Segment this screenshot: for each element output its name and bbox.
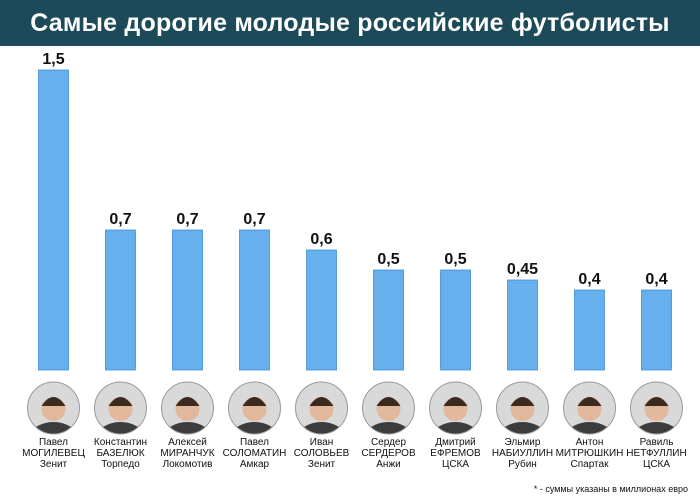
player-last-name-10: НЕТФУЛЛИН bbox=[626, 448, 686, 459]
value-label-6: 0,5 bbox=[377, 251, 399, 268]
value-label-5: 0,6 bbox=[310, 231, 332, 248]
value-label-4: 0,7 bbox=[243, 211, 265, 228]
player-club-2: Торпедо bbox=[101, 459, 140, 470]
value-label-9: 0,4 bbox=[578, 271, 600, 288]
bar-5 bbox=[306, 249, 337, 371]
player-club-4: Амкар bbox=[240, 459, 270, 470]
bar-7 bbox=[440, 269, 471, 371]
value-label-3: 0,7 bbox=[176, 211, 198, 228]
player-first-name-2: Константин bbox=[94, 437, 147, 448]
title-bar: Самые дорогие молодые российские футболи… bbox=[0, 0, 700, 46]
player-avatar-8 bbox=[496, 381, 549, 435]
player-last-name-8: НАБИУЛЛИН bbox=[492, 448, 553, 459]
player-last-name-2: БАЗЕЛЮК bbox=[96, 448, 144, 459]
player-last-name-5: СОЛОВЬЕВ bbox=[294, 448, 350, 459]
bar-6 bbox=[373, 269, 404, 371]
bar-2 bbox=[105, 229, 136, 371]
bar-1 bbox=[38, 69, 69, 371]
player-club-1: Зенит bbox=[40, 459, 68, 470]
player-last-name-9: МИТРЮШКИН bbox=[556, 448, 624, 459]
bar-9 bbox=[574, 289, 605, 371]
player-club-6: Анжи bbox=[376, 459, 400, 470]
player-first-name-8: Эльмир bbox=[505, 437, 541, 448]
player-last-name-7: ЕФРЕМОВ bbox=[430, 448, 481, 459]
player-club-7: ЦСКА bbox=[442, 459, 469, 470]
player-avatar-7 bbox=[429, 381, 482, 435]
chart-title: Самые дорогие молодые российские футболи… bbox=[30, 8, 670, 37]
player-avatar-5 bbox=[295, 381, 348, 435]
player-last-name-3: МИРАНЧУК bbox=[160, 448, 214, 459]
player-club-8: Рубин bbox=[508, 458, 537, 470]
bar-3 bbox=[172, 229, 203, 371]
player-avatar-1 bbox=[27, 381, 80, 435]
value-label-10: 0,4 bbox=[645, 271, 667, 288]
player-last-name-1: МОГИЛЕВЕЦ bbox=[22, 448, 85, 459]
value-label-1: 1,5 bbox=[42, 51, 64, 68]
player-first-name-1: Павел bbox=[39, 437, 68, 448]
player-first-name-5: Иван bbox=[310, 437, 333, 448]
player-avatar-9 bbox=[563, 381, 616, 435]
player-avatar-3 bbox=[161, 381, 214, 435]
player-first-name-7: Дмитрий bbox=[435, 437, 476, 448]
player-avatar-4 bbox=[228, 381, 281, 435]
player-first-name-3: Алексей bbox=[168, 437, 207, 448]
value-label-8: 0,45 bbox=[507, 261, 538, 278]
bar-8 bbox=[507, 279, 538, 371]
player-first-name-4: Павел bbox=[240, 437, 269, 448]
footnote: * - суммы указаны в миллионах евро bbox=[533, 484, 688, 494]
bar-10 bbox=[641, 289, 672, 371]
player-first-name-10: Равиль bbox=[640, 437, 674, 448]
player-club-9: Спартак bbox=[571, 459, 610, 470]
player-avatar-10 bbox=[630, 381, 683, 435]
value-label-2: 0,7 bbox=[109, 211, 131, 228]
bar-4 bbox=[239, 229, 270, 371]
player-first-name-9: Антон bbox=[576, 437, 604, 448]
player-first-name-6: Сердер bbox=[371, 437, 407, 448]
player-avatar-6 bbox=[362, 381, 415, 435]
value-label-7: 0,5 bbox=[444, 251, 466, 268]
player-avatar-2 bbox=[94, 381, 147, 435]
player-club-10: ЦСКА bbox=[643, 459, 670, 470]
player-last-name-4: СОЛОМАТИН bbox=[223, 448, 287, 459]
player-club-3: Локомотив bbox=[163, 459, 213, 470]
player-last-name-6: СЕРДЕРОВ bbox=[361, 448, 416, 459]
player-club-5: Зенит bbox=[308, 459, 336, 470]
